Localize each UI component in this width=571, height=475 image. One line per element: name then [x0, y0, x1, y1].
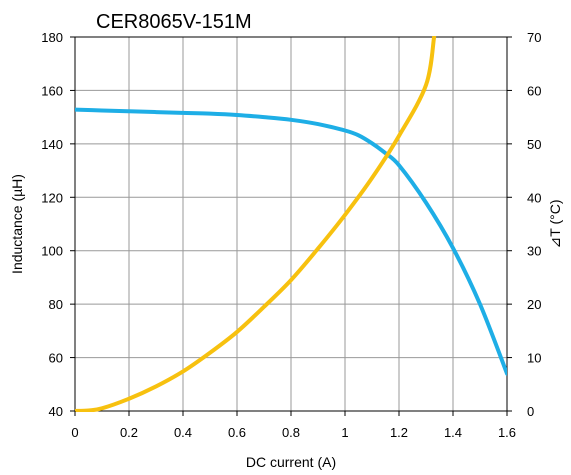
grid — [74, 36, 508, 412]
x-axis-ticks: 0 0.2 0.4 0.6 0.8 1 1.2 1.4 1.6 — [71, 411, 516, 440]
inductance-line — [75, 107, 507, 376]
y-left-tick-label: 140 — [41, 137, 63, 152]
x-tick-label: 0.6 — [228, 425, 246, 440]
y-left-tick-label: 60 — [49, 351, 63, 366]
y-left-tick-label: 40 — [49, 404, 63, 419]
y-right-tick-label: 50 — [527, 137, 541, 152]
x-tick-label: 1.2 — [390, 425, 408, 440]
y-right-tick-label: 70 — [527, 30, 541, 45]
y-left-tick-label: 180 — [41, 30, 63, 45]
series-layer — [75, 36, 507, 412]
y-right-tick-label: 20 — [527, 297, 541, 312]
x-tick-label: 1 — [341, 425, 348, 440]
x-tick-label: 0 — [71, 425, 78, 440]
y-right-axis-label: ⊿T (°C) — [547, 200, 563, 249]
y-left-tick-label: 120 — [41, 190, 63, 205]
chart-title: CER8065V-151M — [96, 11, 252, 33]
x-tick-label: 1.6 — [498, 425, 516, 440]
y-left-axis-label: Inductance (µH) — [9, 174, 25, 274]
x-axis-label: DC current (A) — [246, 454, 336, 470]
y-right-tick-label: 30 — [527, 244, 541, 259]
y-right-axis-ticks: 0 10 20 30 40 50 60 70 — [507, 30, 541, 419]
y-right-tick-label: 60 — [527, 83, 541, 98]
x-tick-label: 0.8 — [282, 425, 300, 440]
y-left-tick-label: 100 — [41, 244, 63, 259]
y-right-tick-label: 0 — [527, 404, 534, 419]
y-right-tick-label: 10 — [527, 351, 541, 366]
x-tick-label: 0.2 — [120, 425, 138, 440]
x-tick-label: 0.4 — [174, 425, 192, 440]
y-left-tick-label: 160 — [41, 83, 63, 98]
y-right-tick-label: 40 — [527, 190, 541, 205]
y-left-axis-ticks: 40 60 80 100 120 140 160 180 — [41, 30, 75, 419]
y-left-tick-label: 80 — [49, 297, 63, 312]
temperature-rise-line — [75, 36, 437, 412]
x-tick-label: 1.4 — [444, 425, 462, 440]
